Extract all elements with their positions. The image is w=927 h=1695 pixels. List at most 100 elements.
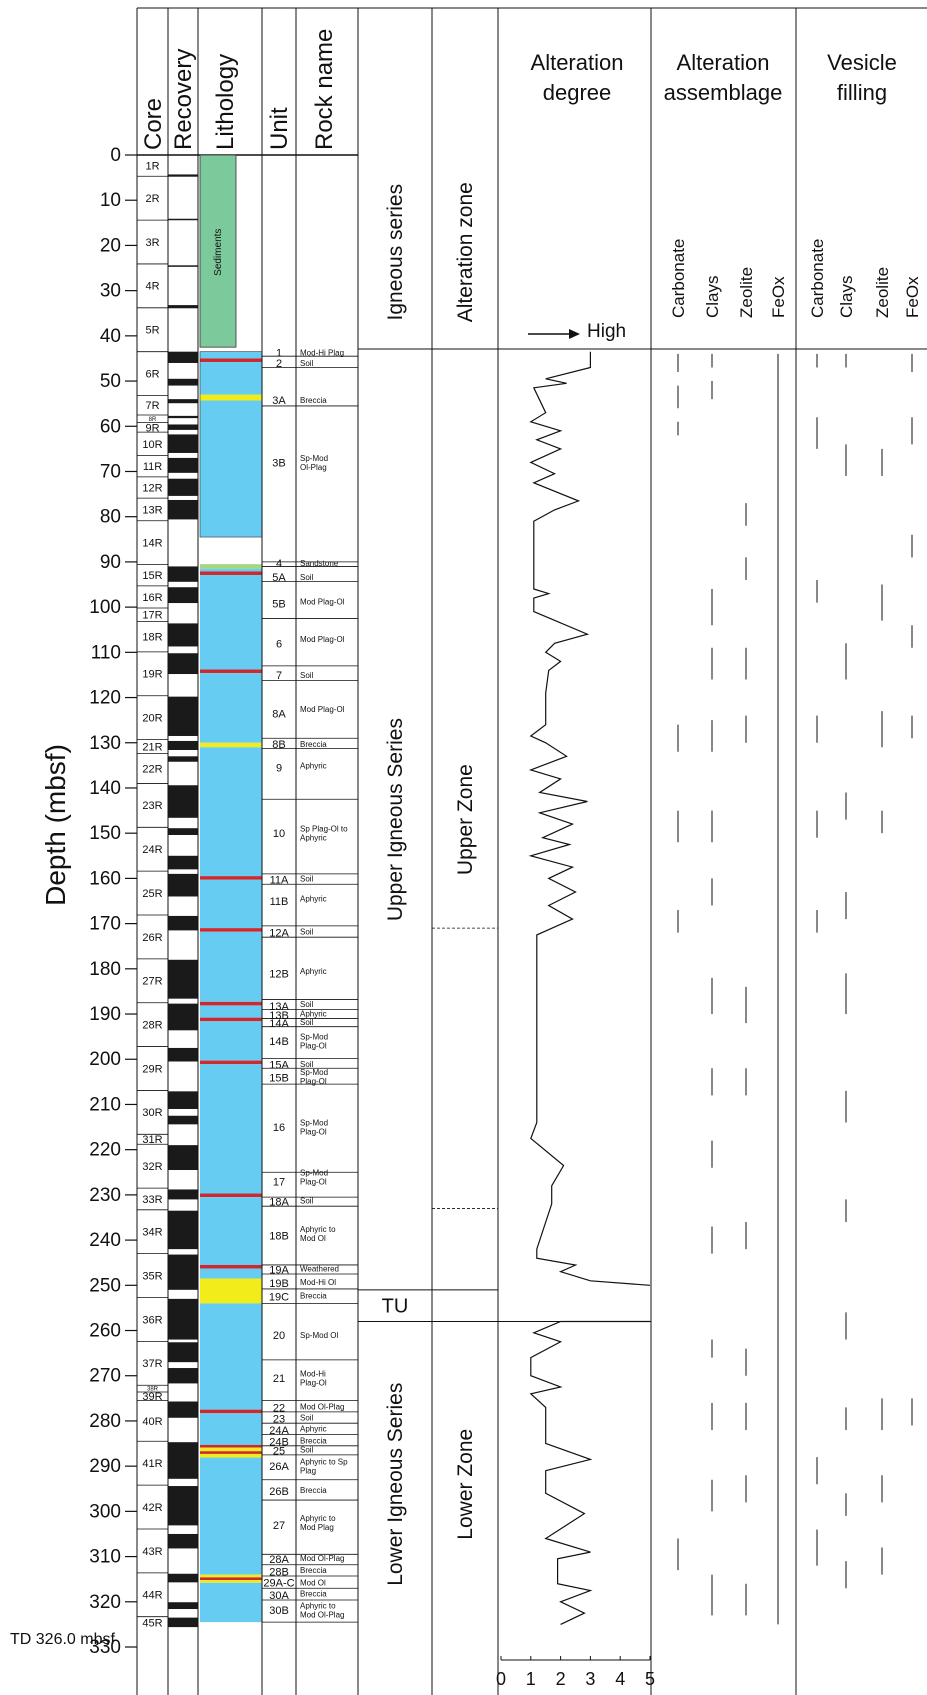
- core-label: 14R: [142, 538, 162, 550]
- rock-name: Aphyric to: [300, 1225, 336, 1234]
- rock-name: Soil: [300, 671, 314, 680]
- lithology-basalt: [200, 747, 262, 877]
- assemblage-column-label: Carbonate: [669, 239, 688, 318]
- depth-tick-label: 0: [110, 145, 121, 166]
- depth-tick-label: 80: [100, 507, 121, 528]
- rock-name: Soil: [300, 874, 314, 883]
- header-alteration-degree-line1: Alteration: [531, 50, 624, 75]
- lithology-basalt: [200, 351, 262, 359]
- rock-name: Ol-Plag: [300, 463, 327, 472]
- depth-tick-label: 20: [100, 235, 121, 256]
- recovered-interval: [168, 478, 198, 496]
- core-label: 26R: [142, 932, 162, 944]
- unit-label: 5A: [272, 572, 286, 584]
- header-core: Core: [140, 98, 167, 150]
- unit-label: 5B: [272, 599, 285, 611]
- rock-name: Plag-Ol: [300, 1128, 327, 1137]
- core-label: 29R: [142, 1063, 162, 1075]
- rock-name: Weathered: [300, 1265, 339, 1274]
- rock-name: Mod Plag-Ol: [300, 598, 345, 607]
- high-arrow: [528, 329, 580, 339]
- core-label: 24R: [142, 844, 162, 856]
- rock-name: Mod Ol: [300, 1234, 326, 1243]
- header-recovery: Recovery: [170, 49, 197, 150]
- core-label: 20R: [142, 713, 162, 725]
- lithology-basalt: [200, 568, 262, 572]
- recovered-interval: [168, 959, 198, 999]
- recovered-interval: [168, 1003, 198, 1031]
- core-label: 1R: [145, 160, 159, 172]
- unit-label: 3B: [272, 457, 285, 469]
- rock-name: Sp-Mod: [300, 1033, 328, 1042]
- recovered-interval: [168, 457, 198, 473]
- depth-tick-label: 230: [89, 1185, 121, 1206]
- rock-name: Mod Plag-Ol: [300, 705, 345, 714]
- header-vesicle-line2: filling: [837, 80, 887, 105]
- vesicle-column-label: Clays: [837, 275, 856, 318]
- lithology-sediment: [199, 154, 237, 348]
- lithology-soil: [200, 1409, 262, 1414]
- core-label: 25R: [142, 888, 162, 900]
- sediments-label: Sediments: [213, 229, 224, 276]
- lithology-basalt: [200, 673, 262, 743]
- depth-tick-label: 110: [91, 642, 121, 663]
- rock-name: Soil: [300, 1196, 314, 1205]
- recovered-interval: [168, 915, 198, 931]
- rock-name: Soil: [300, 1445, 314, 1454]
- header-unit: Unit: [266, 107, 293, 150]
- alteration-degree-line-lower: [529, 1320, 650, 1625]
- lithology-breccia: [200, 1574, 262, 1578]
- rock-name: Plag-Ol: [300, 1077, 327, 1086]
- depth-tick-label: 180: [89, 959, 121, 980]
- depth-tick-label: 310: [89, 1547, 121, 1568]
- rock-name: Aphyric to Sp: [300, 1458, 348, 1467]
- core-label: 2R: [145, 193, 159, 205]
- series-label: TU: [382, 1296, 409, 1318]
- recovered-interval: [168, 1091, 198, 1109]
- lithology-basalt: [200, 879, 262, 929]
- depth-tick-label: 260: [89, 1321, 121, 1342]
- lithology-soil: [200, 669, 262, 674]
- unit-label: 18A: [269, 1197, 289, 1209]
- assemblage-column-label: FeOx: [769, 276, 788, 318]
- rock-name: Plag-Ol: [300, 1177, 327, 1186]
- lithology-breccia: [200, 1580, 262, 1583]
- depth-tick-label: 30: [100, 281, 121, 302]
- recovered-interval: [168, 1254, 198, 1290]
- depth-tick-label: 320: [89, 1592, 121, 1613]
- core-label: 36R: [142, 1314, 162, 1326]
- recovered-interval: [168, 351, 198, 363]
- depth-tick-label: 290: [89, 1456, 121, 1477]
- core-label: 9R: [145, 422, 159, 434]
- rock-name: Plag-Ol: [300, 1378, 327, 1387]
- lithology-breccia: [200, 742, 262, 748]
- rock-name: Sp-Mod: [300, 1119, 328, 1128]
- recovered-interval: [168, 1145, 198, 1171]
- lithology-soil: [200, 1017, 262, 1022]
- unit-label: 30A: [269, 1590, 289, 1602]
- lithology-soil: [200, 1060, 262, 1065]
- core-label: 11R: [143, 461, 162, 473]
- zone-label: Upper Zone: [454, 764, 477, 875]
- depth-tick-label: 90: [100, 552, 121, 573]
- core-label: 18R: [142, 632, 162, 644]
- recovered-interval: [168, 696, 198, 736]
- core-label: 19R: [142, 669, 162, 681]
- unit-label: 4: [276, 558, 282, 570]
- unit-label: 14B: [269, 1036, 289, 1048]
- rock-name: Mod Ol-Plag: [300, 1402, 344, 1411]
- lithology-soil: [200, 1001, 262, 1006]
- depth-tick-label: 170: [89, 914, 121, 935]
- rock-name: Sp-Mod Ol: [300, 1331, 338, 1340]
- unit-label: 13B: [269, 1010, 289, 1022]
- unit-label: 15B: [269, 1072, 289, 1084]
- rock-name: Breccia: [300, 740, 327, 749]
- unit-label: 2: [276, 358, 282, 370]
- recovered-interval: [168, 499, 198, 520]
- depth-tick-label: 250: [89, 1275, 121, 1296]
- recovered-interval: [168, 305, 198, 309]
- lithology-basalt: [200, 1268, 262, 1279]
- unit-label: 20: [273, 1330, 285, 1342]
- recovered-interval: [168, 399, 198, 404]
